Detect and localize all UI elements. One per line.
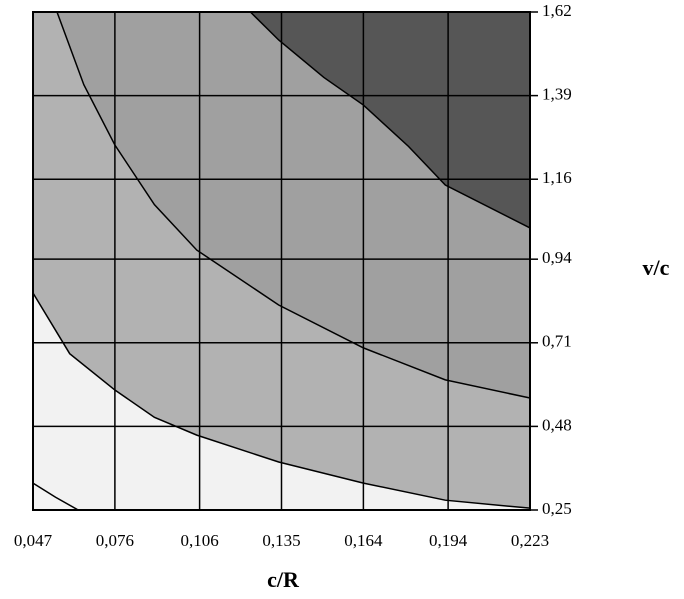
plot-border (32, 11, 531, 511)
x-tick-label: 0,047 (14, 531, 53, 550)
y-axis-title: v/c (643, 255, 670, 280)
x-tick-label: 0,106 (180, 531, 218, 550)
y-tick-label: 1,16 (542, 168, 572, 187)
contour-line (249, 11, 531, 229)
x-tick-label: 0,076 (96, 531, 134, 550)
contour-line (32, 292, 531, 509)
y-tick-label: 1,39 (542, 85, 572, 104)
y-tick-label: 0,48 (542, 415, 572, 434)
y-tick-label: 1,62 (542, 1, 572, 20)
x-tick-label: 0,194 (429, 531, 468, 550)
y-tick-label: 0,71 (542, 332, 572, 351)
y-tick-label: 0,94 (542, 248, 572, 267)
y-tick-label: 0,25 (542, 499, 572, 518)
contour-line (56, 11, 531, 399)
contour-line (32, 482, 79, 511)
x-tick-label: 0,164 (344, 531, 383, 550)
contour-region (33, 12, 530, 510)
x-axis-title: c/R (267, 567, 300, 592)
x-tick-label: 0,135 (262, 531, 300, 550)
x-tick-label: 0,223 (511, 531, 549, 550)
